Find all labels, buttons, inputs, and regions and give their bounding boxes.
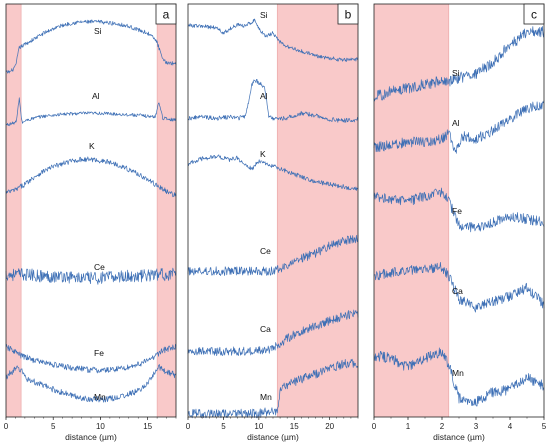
highlight-band [277, 4, 358, 417]
x-tick-label: 4 [508, 422, 513, 431]
panel-label-box [523, 3, 545, 25]
highlight-band [6, 4, 22, 417]
series-label-si: Si [452, 68, 460, 78]
x-tick-label: 5 [221, 422, 226, 431]
series-line-al [5, 97, 177, 127]
panel-label: c [531, 8, 537, 22]
series-label-ca: Ca [260, 324, 271, 334]
panel-frame [5, 3, 177, 418]
series-line-mn [187, 358, 359, 419]
series-label-k: K [260, 149, 266, 159]
series-label-ce: Ce [94, 262, 105, 272]
series-label-si: Si [260, 10, 268, 20]
panel-label-box [155, 3, 177, 25]
panel-c: Si Al Fe Ca Mn c 0 1 2 3 4 5 distance (µm) [372, 3, 547, 442]
series-line-si [5, 19, 177, 74]
x-tick-label: 0 [372, 422, 377, 431]
series-line-mn [5, 364, 177, 403]
series-line-fe [5, 343, 177, 374]
series-label-al: Al [260, 91, 268, 101]
highlight-band [157, 4, 176, 417]
series-label-si: Si [94, 26, 102, 36]
series-label-ca: Ca [452, 286, 463, 296]
x-tick-label: 10 [254, 422, 263, 431]
x-tick-label: 10 [96, 422, 105, 431]
x-tick-label: 5 [542, 422, 547, 431]
series-line-k [188, 154, 359, 191]
x-tick-label: 15 [290, 422, 299, 431]
series-line-ce [5, 267, 177, 285]
panel-label: a [163, 8, 170, 22]
x-tick-label: 5 [51, 422, 56, 431]
series-label-fe: Fe [94, 348, 104, 358]
series-label-mn: Mn [94, 392, 106, 402]
x-axis-label: distance (µm) [433, 432, 485, 442]
x-tick-label: 0 [4, 422, 9, 431]
series-line-si [373, 26, 545, 102]
series-line-ca [187, 309, 359, 357]
series-line-k [5, 156, 177, 198]
series-line-al [187, 78, 359, 123]
series-line-al [373, 100, 545, 154]
series-line-ce [187, 234, 359, 276]
x-tick-label: 2 [440, 422, 445, 431]
panel-label: b [345, 8, 352, 22]
series-label-al: Al [92, 91, 100, 101]
series-line-mn [373, 347, 545, 407]
x-axis-label: distance (µm) [247, 432, 299, 442]
series-label-al: Al [452, 118, 460, 128]
series-label-fe: Fe [452, 206, 462, 216]
series-label-ce: Ce [260, 246, 271, 256]
series-label-mn: Mn [260, 392, 272, 402]
panel-b: Si Al K Ce Ca Mn b 0 5 10 15 20 distance (µm) [186, 3, 359, 442]
x-axis-label: distance (µm) [65, 432, 117, 442]
x-tick-label: 15 [143, 422, 152, 431]
panel-label-box [337, 3, 359, 25]
x-tick-label: 20 [325, 422, 334, 431]
series-label-k: K [89, 141, 95, 151]
panel-a: Si Al K Ce Fe Mn a 0 5 10 15 distance (µm) [4, 3, 177, 442]
series-line-fe [373, 187, 545, 233]
series-label-mn: Mn [452, 368, 464, 378]
series-line-ca [373, 261, 545, 313]
x-tick-label: 1 [406, 422, 411, 431]
series-line-si [187, 18, 359, 62]
highlight-band [374, 4, 449, 417]
x-tick-label: 0 [186, 422, 191, 431]
x-tick-label: 3 [474, 422, 479, 431]
